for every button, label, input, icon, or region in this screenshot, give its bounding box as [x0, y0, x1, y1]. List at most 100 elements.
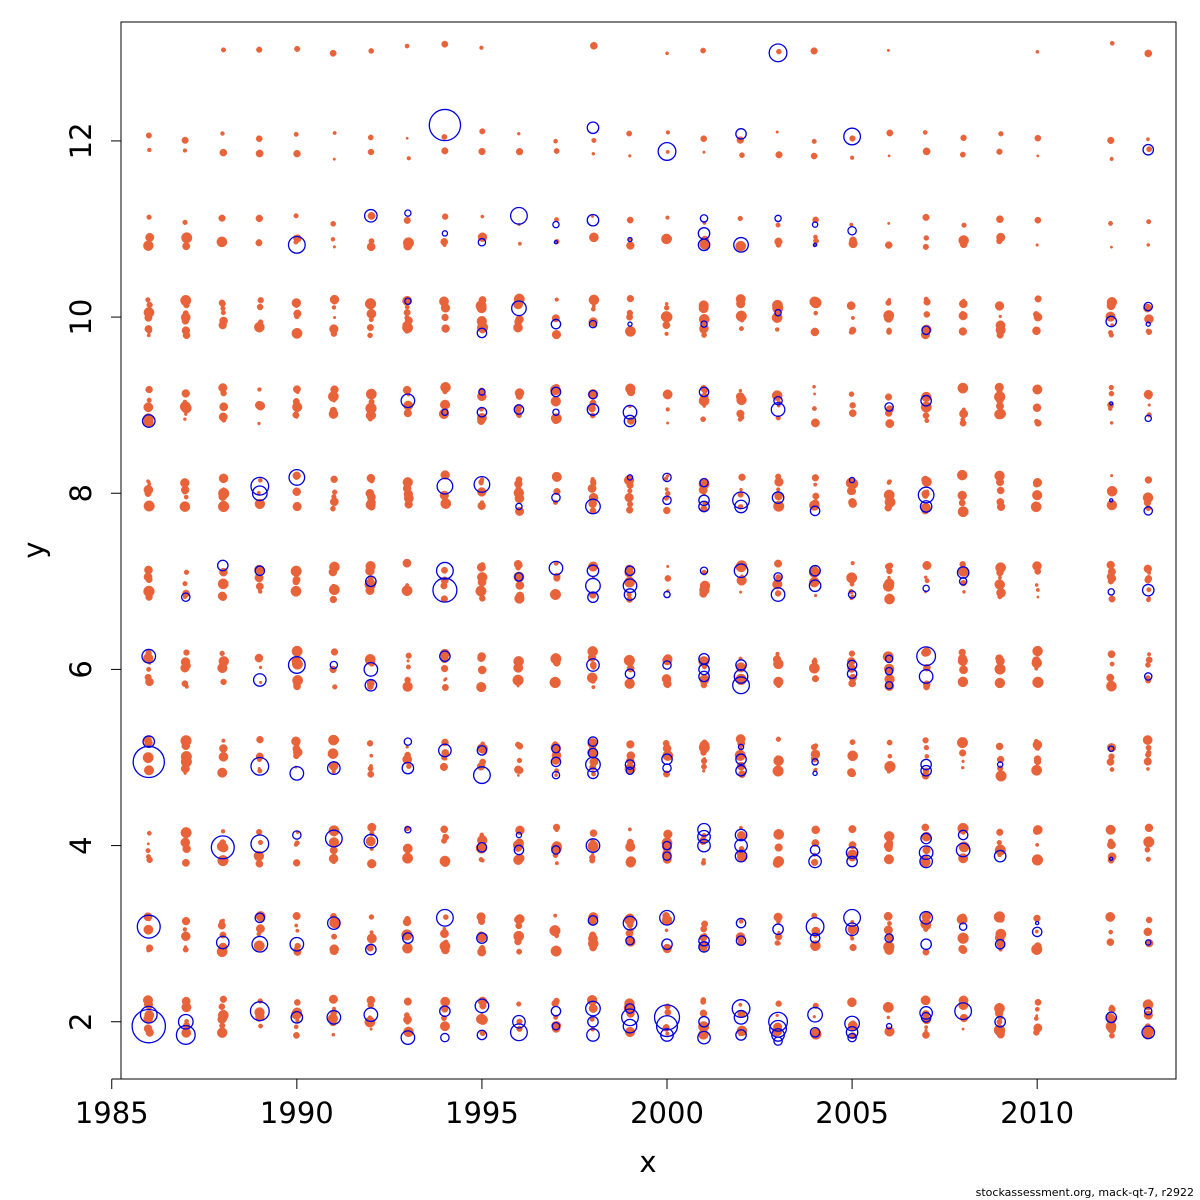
filled-point — [479, 595, 486, 602]
open-point — [699, 477, 709, 488]
filled-point — [774, 477, 784, 487]
filled-point — [443, 914, 449, 920]
filled-point — [924, 489, 930, 494]
filled-point — [813, 482, 818, 487]
filled-point — [439, 490, 449, 500]
filled-point — [143, 307, 155, 318]
filled-point — [369, 1027, 373, 1031]
open-point — [624, 1003, 636, 1014]
filled-point — [1034, 583, 1039, 587]
filled-point — [184, 1018, 189, 1024]
filled-point — [812, 384, 816, 389]
filled-point — [402, 852, 414, 864]
filled-point — [329, 947, 337, 955]
open-point — [250, 476, 270, 496]
open-point — [812, 770, 818, 777]
filled-point — [515, 853, 525, 863]
filled-point — [1145, 856, 1151, 862]
filled-point — [849, 500, 854, 504]
filled-point — [924, 754, 930, 759]
open-point — [365, 575, 377, 588]
filled-point — [550, 396, 561, 407]
filled-point — [403, 1015, 412, 1024]
open-point — [698, 1015, 710, 1028]
filled-series — [142, 40, 1155, 1040]
filled-point — [589, 829, 598, 837]
filled-point — [145, 593, 153, 601]
filled-point — [702, 921, 708, 926]
filled-point — [292, 744, 301, 753]
filled-point — [181, 136, 189, 144]
open-point — [920, 764, 932, 777]
filled-point — [662, 389, 673, 400]
filled-point — [773, 829, 785, 840]
filled-point — [961, 1027, 965, 1031]
filled-point — [961, 222, 967, 228]
filled-point — [775, 574, 782, 581]
filled-point — [479, 45, 484, 50]
filled-point — [366, 308, 377, 319]
filled-point — [1033, 384, 1042, 393]
filled-point — [1107, 567, 1116, 576]
open-point — [770, 587, 786, 602]
filled-point — [849, 135, 856, 142]
filled-point — [811, 406, 817, 411]
filled-point — [588, 1003, 598, 1013]
open-point — [439, 1005, 451, 1018]
filled-point — [513, 656, 524, 667]
open-point — [884, 402, 894, 412]
filled-point — [957, 932, 969, 944]
filled-point — [735, 310, 747, 322]
filled-point — [480, 858, 485, 863]
open-point — [136, 914, 161, 939]
filled-point — [404, 43, 410, 49]
filled-point — [441, 134, 448, 140]
filled-point — [1144, 49, 1153, 58]
filled-point — [665, 407, 670, 412]
filled-point — [219, 949, 226, 956]
filled-point — [1107, 650, 1116, 659]
filled-point — [146, 333, 151, 338]
filled-point — [921, 391, 932, 402]
filled-point — [921, 647, 932, 657]
filled-point — [812, 216, 819, 224]
filled-point — [775, 1000, 782, 1007]
filled-point — [663, 476, 669, 481]
filled-point — [367, 332, 373, 339]
filled-point — [1144, 495, 1152, 502]
filled-point — [218, 751, 229, 762]
filled-point — [738, 852, 744, 858]
filled-point — [219, 402, 229, 412]
filled-point — [1144, 576, 1152, 584]
filled-point — [366, 740, 374, 747]
filled-point — [775, 736, 782, 742]
open-point — [698, 494, 710, 507]
filled-point — [665, 490, 671, 497]
open-point — [210, 835, 235, 860]
open-point — [846, 668, 858, 680]
open-point — [440, 1032, 450, 1043]
filled-point — [255, 214, 264, 223]
filled-point — [997, 594, 1003, 600]
open-point — [585, 838, 601, 853]
filled-point — [702, 242, 707, 247]
filled-point — [886, 769, 892, 774]
filled-point — [772, 655, 782, 664]
open-point — [1144, 414, 1153, 423]
filled-point — [516, 325, 520, 329]
filled-point — [403, 241, 413, 251]
filled-point — [218, 1003, 226, 1010]
open-point — [1107, 745, 1115, 752]
filled-point — [1109, 156, 1114, 162]
open-point — [552, 220, 560, 229]
filled-point — [366, 324, 374, 331]
open-point — [653, 1004, 681, 1031]
filled-point — [994, 409, 1005, 420]
open-point — [697, 1030, 711, 1045]
filled-point — [1106, 499, 1118, 511]
filled-point — [957, 382, 969, 394]
filled-point — [996, 839, 1002, 846]
open-point — [254, 565, 266, 577]
